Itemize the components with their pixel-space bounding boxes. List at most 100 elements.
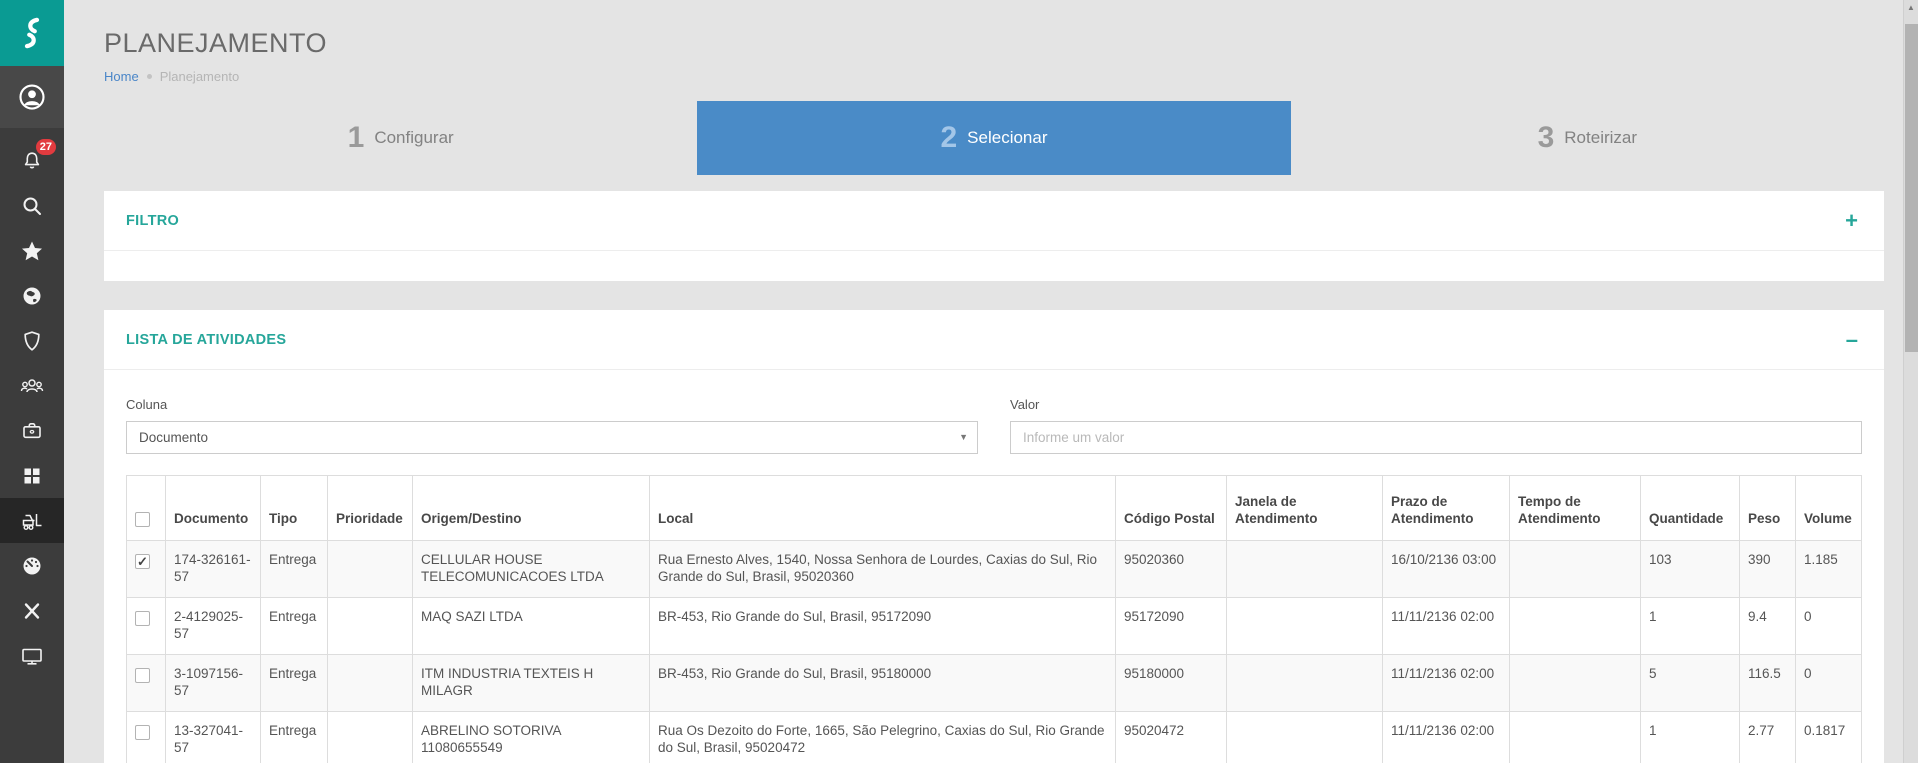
cell-documento: 2-4129025-57 bbox=[165, 597, 261, 655]
x-icon bbox=[20, 599, 44, 623]
column-label: Coluna bbox=[126, 397, 168, 412]
cell-local: Rua Ernesto Alves, 1540, Nossa Senhora d… bbox=[649, 540, 1116, 598]
cell-prioridade bbox=[327, 597, 413, 655]
filter-controls: Coluna Documento ▼ Valor bbox=[104, 370, 1884, 475]
vertical-scrollbar[interactable]: ▲ bbox=[1903, 0, 1918, 763]
cell-peso: 2.77 bbox=[1739, 711, 1796, 763]
globe-icon bbox=[20, 284, 44, 308]
row-checkbox[interactable] bbox=[135, 668, 150, 683]
select-all-checkbox[interactable] bbox=[135, 512, 150, 527]
sidebar-nav: 27 bbox=[0, 128, 64, 678]
minus-icon[interactable]: – bbox=[1845, 326, 1858, 352]
col-header-prazo: Prazo de Atendimento bbox=[1382, 475, 1510, 541]
cell-origem-destino: CELLULAR HOUSE TELECOMUNICACOES LTDA bbox=[412, 540, 650, 598]
cell-quantidade: 1 bbox=[1640, 597, 1740, 655]
sidebar-item-profile[interactable] bbox=[0, 66, 64, 128]
cell-codigo-postal: 95020360 bbox=[1115, 540, 1227, 598]
wizard-step-configurar[interactable]: 1 Configurar bbox=[104, 101, 697, 175]
cell-local: Rua Os Dezoito do Forte, 1665, São Peleg… bbox=[649, 711, 1116, 763]
cell-janela bbox=[1226, 654, 1383, 712]
value-input[interactable] bbox=[1010, 421, 1862, 454]
brand-s-icon bbox=[17, 16, 47, 50]
sidebar-item-search[interactable] bbox=[0, 183, 64, 228]
sidebar-item-security[interactable] bbox=[0, 318, 64, 363]
sidebar-item-notifications[interactable]: 27 bbox=[0, 138, 64, 183]
sidebar: 27 bbox=[0, 0, 64, 763]
sidebar-item-teams[interactable] bbox=[0, 363, 64, 408]
scrollbar-thumb[interactable] bbox=[1905, 24, 1918, 352]
breadcrumb: Home Planejamento bbox=[104, 69, 1884, 84]
sidebar-item-apps[interactable] bbox=[0, 453, 64, 498]
cell-origem-destino: ITM INDUSTRIA TEXTEIS H MILAGR bbox=[412, 654, 650, 712]
wizard-step-selecionar[interactable]: 2 Selecionar bbox=[697, 101, 1291, 175]
wizard-step-roteirizar[interactable]: 3 Roteirizar bbox=[1291, 101, 1884, 175]
cell-tipo: Entrega bbox=[260, 597, 328, 655]
filter-panel: FILTRO + bbox=[104, 191, 1884, 281]
cell-peso: 9.4 bbox=[1739, 597, 1796, 655]
cell-prioridade bbox=[327, 711, 413, 763]
forklift-icon bbox=[19, 509, 45, 533]
bell-icon bbox=[20, 149, 44, 173]
breadcrumb-home-link[interactable]: Home bbox=[104, 69, 139, 84]
sidebar-item-favorites[interactable] bbox=[0, 228, 64, 273]
cell-volume: 1.185 bbox=[1795, 540, 1862, 598]
activities-panel-header: LISTA DE ATIVIDADES – bbox=[104, 310, 1884, 370]
row-checkbox[interactable] bbox=[135, 725, 150, 740]
cell-codigo-postal: 95020472 bbox=[1115, 711, 1227, 763]
sidebar-item-business[interactable] bbox=[0, 408, 64, 453]
cell-quantidade: 103 bbox=[1640, 540, 1740, 598]
cell-local: BR-453, Rio Grande do Sul, Brasil, 95180… bbox=[649, 654, 1116, 712]
step-label: Roteirizar bbox=[1564, 128, 1638, 147]
step-number: 1 bbox=[347, 121, 365, 154]
cell-peso: 116.5 bbox=[1739, 654, 1796, 712]
page-title: PLANEJAMENTO bbox=[104, 28, 328, 58]
cell-prioridade bbox=[327, 654, 413, 712]
grid-icon bbox=[20, 464, 44, 488]
activities-panel-title: LISTA DE ATIVIDADES bbox=[126, 331, 287, 348]
briefcase-icon bbox=[20, 419, 44, 443]
sidebar-item-logistics[interactable] bbox=[0, 498, 64, 543]
cell-tempo bbox=[1509, 711, 1641, 763]
table-row: 3-1097156-57 Entrega ITM INDUSTRIA TEXTE… bbox=[126, 654, 1862, 712]
cell-origem-destino: MAQ SAZI LTDA bbox=[412, 597, 650, 655]
table-row: 174-326161-57 Entrega CELLULAR HOUSE TEL… bbox=[126, 540, 1862, 598]
sidebar-item-dashboard[interactable] bbox=[0, 543, 64, 588]
cell-tipo: Entrega bbox=[260, 654, 328, 712]
wizard-steps: 1 Configurar 2 Selecionar 3 Roteirizar bbox=[104, 101, 1884, 175]
step-number: 3 bbox=[1537, 121, 1555, 154]
row-checkbox[interactable] bbox=[135, 611, 150, 626]
column-select[interactable]: Documento bbox=[126, 421, 978, 454]
column-control: Coluna Documento ▼ bbox=[126, 397, 978, 454]
cell-prioridade bbox=[327, 540, 413, 598]
breadcrumb-separator-icon bbox=[146, 74, 152, 79]
plus-icon[interactable]: + bbox=[1845, 207, 1858, 233]
app-logo[interactable] bbox=[0, 0, 64, 66]
col-header-janela: Janela de Atendimento bbox=[1226, 475, 1383, 541]
filter-panel-title: FILTRO bbox=[126, 212, 180, 229]
col-header-quantidade: Quantidade bbox=[1640, 475, 1740, 541]
cell-local: BR-453, Rio Grande do Sul, Brasil, 95172… bbox=[649, 597, 1116, 655]
col-header-codigo-postal: Código Postal bbox=[1115, 475, 1227, 541]
cell-janela bbox=[1226, 597, 1383, 655]
value-control: Valor bbox=[1010, 397, 1862, 454]
scroll-up-arrow-icon[interactable]: ▲ bbox=[1907, 3, 1915, 12]
sidebar-item-monitor[interactable] bbox=[0, 633, 64, 678]
table-row: 13-327041-57 Entrega ABRELINO SOTORIVA 1… bbox=[126, 711, 1862, 763]
sidebar-item-tools[interactable] bbox=[0, 588, 64, 633]
col-header-documento: Documento bbox=[165, 475, 261, 541]
monitor-icon bbox=[19, 644, 45, 668]
search-icon bbox=[20, 194, 44, 218]
cell-prazo: 11/11/2136 02:00 bbox=[1382, 597, 1510, 655]
sidebar-item-map[interactable] bbox=[0, 273, 64, 318]
col-header-prioridade: Prioridade bbox=[327, 475, 413, 541]
row-checkbox[interactable] bbox=[135, 553, 150, 570]
col-header-volume: Volume bbox=[1795, 475, 1862, 541]
table-header-row: Documento Tipo Prioridade Origem/Destino… bbox=[126, 475, 1862, 541]
cell-peso: 390 bbox=[1739, 540, 1796, 598]
users-group-icon bbox=[19, 374, 45, 398]
cell-documento: 13-327041-57 bbox=[165, 711, 261, 763]
cell-janela bbox=[1226, 540, 1383, 598]
shield-icon bbox=[20, 329, 44, 353]
col-header-peso: Peso bbox=[1739, 475, 1796, 541]
col-header-origem-destino: Origem/Destino bbox=[412, 475, 650, 541]
